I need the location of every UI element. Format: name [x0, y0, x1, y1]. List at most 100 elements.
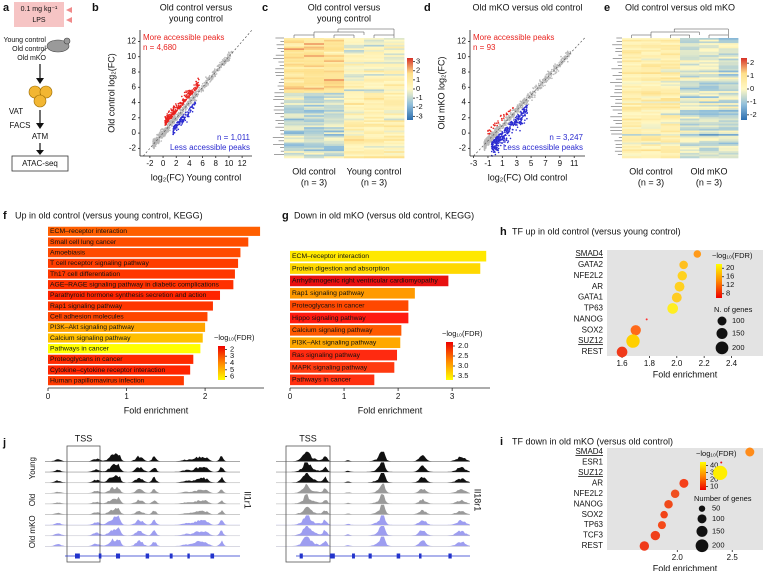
point [184, 114, 187, 116]
heatmap-cell [641, 139, 661, 142]
heatmap-cell [641, 123, 661, 126]
heatmap-cell [284, 149, 305, 152]
heatmap-cell [364, 41, 385, 44]
point [569, 50, 572, 53]
category-label: AR [592, 478, 603, 487]
heatmap-cell [304, 139, 325, 142]
point [182, 98, 184, 101]
heatmap-cell [324, 122, 345, 125]
bar [48, 354, 194, 364]
heatmap-cell [384, 106, 405, 109]
heatmap-cell [660, 84, 681, 87]
heatmap-cell [284, 144, 305, 147]
heatmap-cell [284, 134, 305, 137]
heatmap-cell [384, 104, 405, 107]
point [515, 124, 517, 126]
heatmap-cell [718, 142, 739, 145]
point [185, 108, 187, 111]
point [497, 122, 500, 124]
point [507, 140, 510, 142]
panel-letter: b [92, 2, 99, 14]
heatmap-cell [660, 63, 681, 66]
heatmap-cell [641, 91, 661, 94]
heatmap-cell [622, 101, 642, 104]
heatmap-cell [304, 116, 325, 119]
size-legend-title: N. of genes [714, 305, 753, 314]
heatmap-cell [641, 106, 661, 109]
x-tick-label: 1.6 [616, 359, 628, 368]
heatmap-cell [384, 101, 405, 104]
size-legend-dot [695, 539, 709, 553]
bar-label: ECM–receptor interaction [292, 253, 369, 260]
heatmap-cell [364, 77, 385, 80]
heatmap-cell [718, 111, 739, 114]
signal-track [45, 515, 240, 526]
point [156, 137, 159, 139]
x-tick-label: 2.0 [671, 359, 683, 368]
point [505, 137, 508, 139]
heatmap-cell [324, 56, 345, 59]
heatmap-cell [384, 92, 405, 95]
heatmap-cell [680, 137, 700, 140]
point [173, 115, 176, 117]
heatmap-cell [384, 84, 405, 87]
point [513, 110, 516, 112]
point [556, 64, 559, 67]
heatmap-cell [344, 99, 365, 102]
heatmap-cell [680, 142, 700, 145]
point [167, 118, 169, 120]
point [183, 91, 186, 94]
heatmap-cell [284, 55, 305, 58]
heatmap-cell [699, 123, 719, 126]
x-tick-label: 5 [529, 159, 534, 168]
bar [48, 226, 261, 236]
heatmap-cell [304, 115, 325, 118]
point [184, 119, 187, 122]
exon [352, 553, 355, 559]
heatmap-cell [284, 152, 305, 155]
heatmap-cell [364, 44, 385, 47]
heatmap-cell [622, 108, 642, 111]
point [565, 57, 568, 59]
category-label: SUZ12 [578, 468, 603, 477]
point [526, 112, 528, 114]
heatmap-cell [699, 77, 719, 80]
point [495, 129, 497, 132]
heatmap-cell [641, 120, 661, 123]
heatmap-cell [304, 147, 325, 150]
heatmap-cell [364, 122, 385, 125]
colorbar-tick-label: 3.5 [458, 371, 468, 380]
point [169, 118, 171, 120]
point [488, 142, 490, 144]
heatmap-cell [641, 65, 661, 68]
point [516, 110, 518, 113]
heatmap-cell [660, 79, 681, 82]
heatmap-cell [284, 96, 305, 99]
point [506, 113, 509, 116]
point [509, 121, 512, 124]
heatmap-cell [324, 118, 345, 121]
heatmap-cell [660, 137, 681, 140]
heatmap-cell [384, 86, 405, 89]
heatmap-cell [622, 41, 642, 44]
heatmap-cell [641, 82, 661, 85]
heatmap-cell [384, 108, 405, 111]
heatmap-cell [641, 94, 661, 97]
heatmap-cell [660, 41, 681, 44]
heatmap-cell [304, 98, 325, 101]
point [504, 139, 506, 141]
heatmap-cell [284, 48, 305, 51]
point [163, 134, 166, 137]
heatmap-cell [364, 82, 385, 85]
heatmap-cell [364, 46, 385, 49]
point [185, 94, 187, 96]
heatmap-cell [718, 110, 739, 113]
heatmap-cell [699, 84, 719, 87]
point [201, 83, 204, 85]
heatmap-cell [660, 140, 681, 143]
heatmap-cell [699, 91, 719, 94]
heatmap-cell [718, 149, 739, 152]
heatmap-cell [660, 139, 681, 142]
point [487, 135, 490, 138]
group-note: (n = 3) [696, 177, 722, 187]
